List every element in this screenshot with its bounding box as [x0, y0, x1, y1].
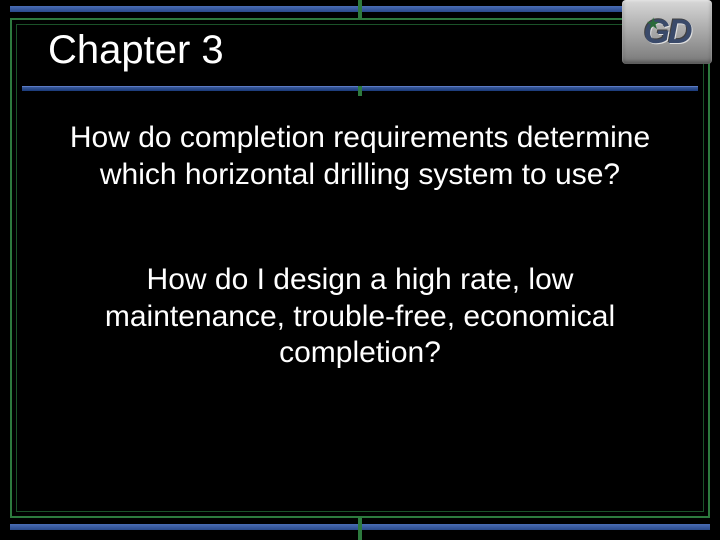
logo-badge: GD ★	[622, 0, 712, 64]
vertical-divider	[358, 86, 362, 96]
body-paragraph-2: How do I design a high rate, low mainten…	[60, 262, 660, 372]
body-paragraph-1: How do completion requirements determine…	[60, 120, 660, 193]
vertical-divider	[358, 516, 362, 540]
star-icon: ★	[646, 18, 660, 32]
vertical-divider	[358, 0, 362, 20]
slide: Chapter 3 How do completion requirements…	[0, 0, 720, 540]
slide-title: Chapter 3	[48, 28, 224, 73]
